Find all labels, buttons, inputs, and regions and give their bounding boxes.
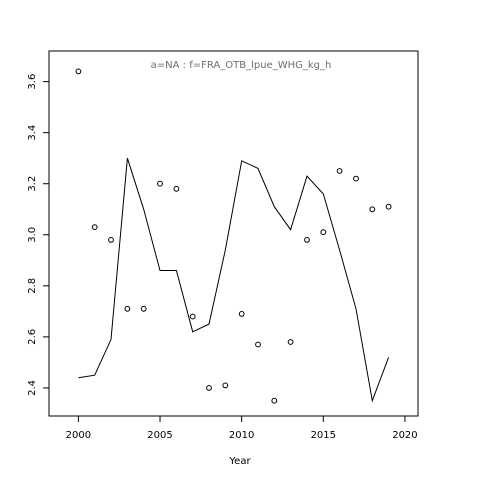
- data-point: [353, 175, 359, 182]
- y-tick-label: 3.0: [27, 227, 38, 243]
- data-point: [238, 311, 245, 317]
- x-tick-label: 2005: [147, 430, 172, 441]
- data-point: [91, 224, 98, 231]
- y-tick-label: 2.4: [27, 380, 38, 396]
- x-tick-label: 2015: [311, 430, 336, 441]
- y-axis: 2.4 2.6 2.8 3.0 3.2 3.4 3.6: [27, 74, 49, 396]
- x-axis-title: Year: [228, 456, 251, 467]
- data-point: [336, 168, 343, 174]
- y-tick-label: 2.8: [27, 278, 38, 294]
- plot-frame: [48, 50, 419, 417]
- y-tick-label: 3.6: [27, 74, 38, 90]
- x-tick-label: 2020: [392, 430, 417, 441]
- y-tick-label: 3.2: [27, 176, 38, 192]
- data-point: [206, 385, 212, 391]
- data-point: [140, 305, 147, 312]
- x-axis: 2000 2005 2010 2015 2020: [66, 416, 418, 441]
- x-tick-label: 2010: [229, 430, 254, 441]
- data-point: [255, 341, 261, 348]
- data-point: [124, 305, 131, 312]
- data-point: [304, 237, 310, 243]
- series-layer: [75, 68, 392, 404]
- data-point: [157, 180, 163, 187]
- data-point: [287, 339, 294, 345]
- data-point: [271, 397, 278, 404]
- y-tick-label: 3.4: [27, 125, 38, 141]
- data-point: [222, 382, 229, 389]
- data-point: [75, 68, 82, 75]
- data-point: [189, 313, 196, 320]
- data-point: [173, 185, 180, 192]
- y-tick-label: 2.6: [27, 329, 38, 345]
- data-point: [108, 237, 114, 243]
- plot-title: a=NA : f=FRA_OTB_lpue_WHG_kg_h: [151, 60, 332, 71]
- data-point: [385, 203, 392, 210]
- data-point: [320, 229, 327, 236]
- x-tick-label: 2000: [66, 430, 91, 441]
- data-point: [369, 206, 376, 213]
- fitted-line: [78, 158, 390, 403]
